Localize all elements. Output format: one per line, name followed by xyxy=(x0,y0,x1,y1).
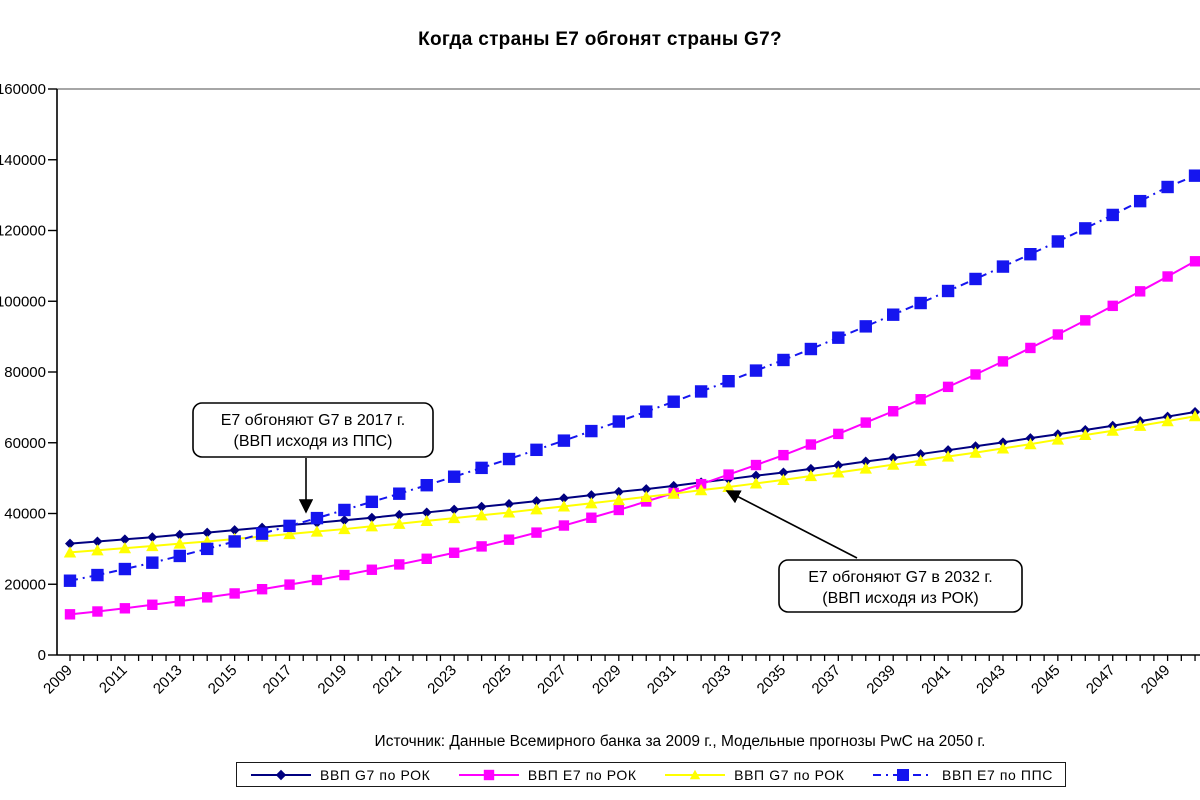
y-tick-label: 140000 xyxy=(0,152,46,169)
legend-swatch-e7-pps-blue xyxy=(873,768,934,781)
x-tick-label: 2027 xyxy=(534,662,570,698)
legend-item-e7-rok-magenta: ВВП E7 по РОК xyxy=(457,767,637,783)
y-tick-label: 0 xyxy=(38,647,46,664)
annotation-arrow xyxy=(725,490,858,559)
y-tick-label: 120000 xyxy=(0,223,46,240)
y-tick-label: 40000 xyxy=(4,506,46,523)
x-tick-label: 2047 xyxy=(1083,662,1119,698)
series-e7-pps-blue xyxy=(63,169,1200,587)
x-tick-label: 2025 xyxy=(479,662,515,698)
x-tick-label: 2041 xyxy=(918,662,954,698)
y-tick-label: 60000 xyxy=(4,435,46,452)
legend-item-g7-rok-navy: ВВП G7 по РОК xyxy=(249,767,430,783)
x-axis: 2009 2011 2013 2015 2017 2019 2021 2023 2025 2027… xyxy=(40,654,1200,698)
y-tick-label: 100000 xyxy=(0,293,46,310)
x-tick-label: 2037 xyxy=(809,662,845,698)
chart-title: Когда страны Е7 обгонят страны G7? xyxy=(418,29,782,50)
x-tick-label: 2035 xyxy=(754,662,790,698)
x-tick-label: 2009 xyxy=(40,662,76,698)
legend-label: ВВП G7 по РОК xyxy=(320,766,431,783)
x-tick-label: 2043 xyxy=(973,662,1009,698)
legend-swatch-g7-rok-navy xyxy=(251,769,311,780)
legend-item-g7-rok-yellow: ВВП G7 по РОК xyxy=(663,767,844,783)
legend-label: ВВП E7 по ППС xyxy=(942,766,1053,783)
x-tick-label: 2017 xyxy=(260,662,296,698)
annotation-box xyxy=(778,559,1023,613)
x-tick-label: 2015 xyxy=(205,662,241,698)
annotation-text-line2: (ВВП исходя из РОК) xyxy=(822,590,979,607)
series-e7-rok-magenta xyxy=(64,256,1200,620)
x-tick-label: 2013 xyxy=(150,662,186,698)
x-tick-label: 2029 xyxy=(589,662,625,698)
annotation-text-line1: E7 обгоняют G7 в 2017 г. xyxy=(221,412,405,429)
annotation-callout-2017: E7 обгоняют G7 в 2017 г. (ВВП исходя из П… xyxy=(192,402,434,514)
y-tick-label: 80000 xyxy=(4,364,46,381)
legend: ВВП G7 по РОК ВВП E7 по РОК ВВП G7 по РО… xyxy=(236,762,1066,787)
annotation-callout-2032: E7 обгоняют G7 в 2032 г. (ВВП исходя из Р… xyxy=(725,490,1023,613)
x-tick-label: 2045 xyxy=(1028,662,1064,698)
x-tick-label: 2039 xyxy=(863,662,899,698)
legend-label: ВВП E7 по РОК xyxy=(527,766,637,783)
legend-label: ВВП G7 по РОК xyxy=(734,766,845,783)
y-tick-label: 20000 xyxy=(4,576,46,593)
y-axis: 0 20000 40000 60000 80000 100000 120000 140000 1… xyxy=(0,81,58,664)
annotation-box xyxy=(192,402,434,458)
x-tick-label: 2049 xyxy=(1138,662,1174,698)
x-tick-label: 2023 xyxy=(424,662,460,698)
annotation-text-line1: E7 обгоняют G7 в 2032 г. xyxy=(808,569,992,586)
x-tick-label: 2033 xyxy=(699,662,735,698)
source-note: Источник: Данные Всемирного банка за 200… xyxy=(374,733,986,750)
annotation-text-line2: (ВВП исходя из ППС) xyxy=(234,433,393,450)
x-tick-label: 2031 xyxy=(644,662,680,698)
legend-item-e7-pps-blue: ВВП E7 по ППС xyxy=(871,767,1053,783)
legend-swatch-g7-rok-yellow xyxy=(665,769,726,779)
legend-swatch-e7-rok-magenta xyxy=(458,769,519,780)
x-tick-label: 2011 xyxy=(96,662,131,697)
x-tick-label: 2019 xyxy=(315,662,351,698)
y-tick-label: 160000 xyxy=(0,81,46,98)
x-tick-label: 2021 xyxy=(369,662,405,698)
